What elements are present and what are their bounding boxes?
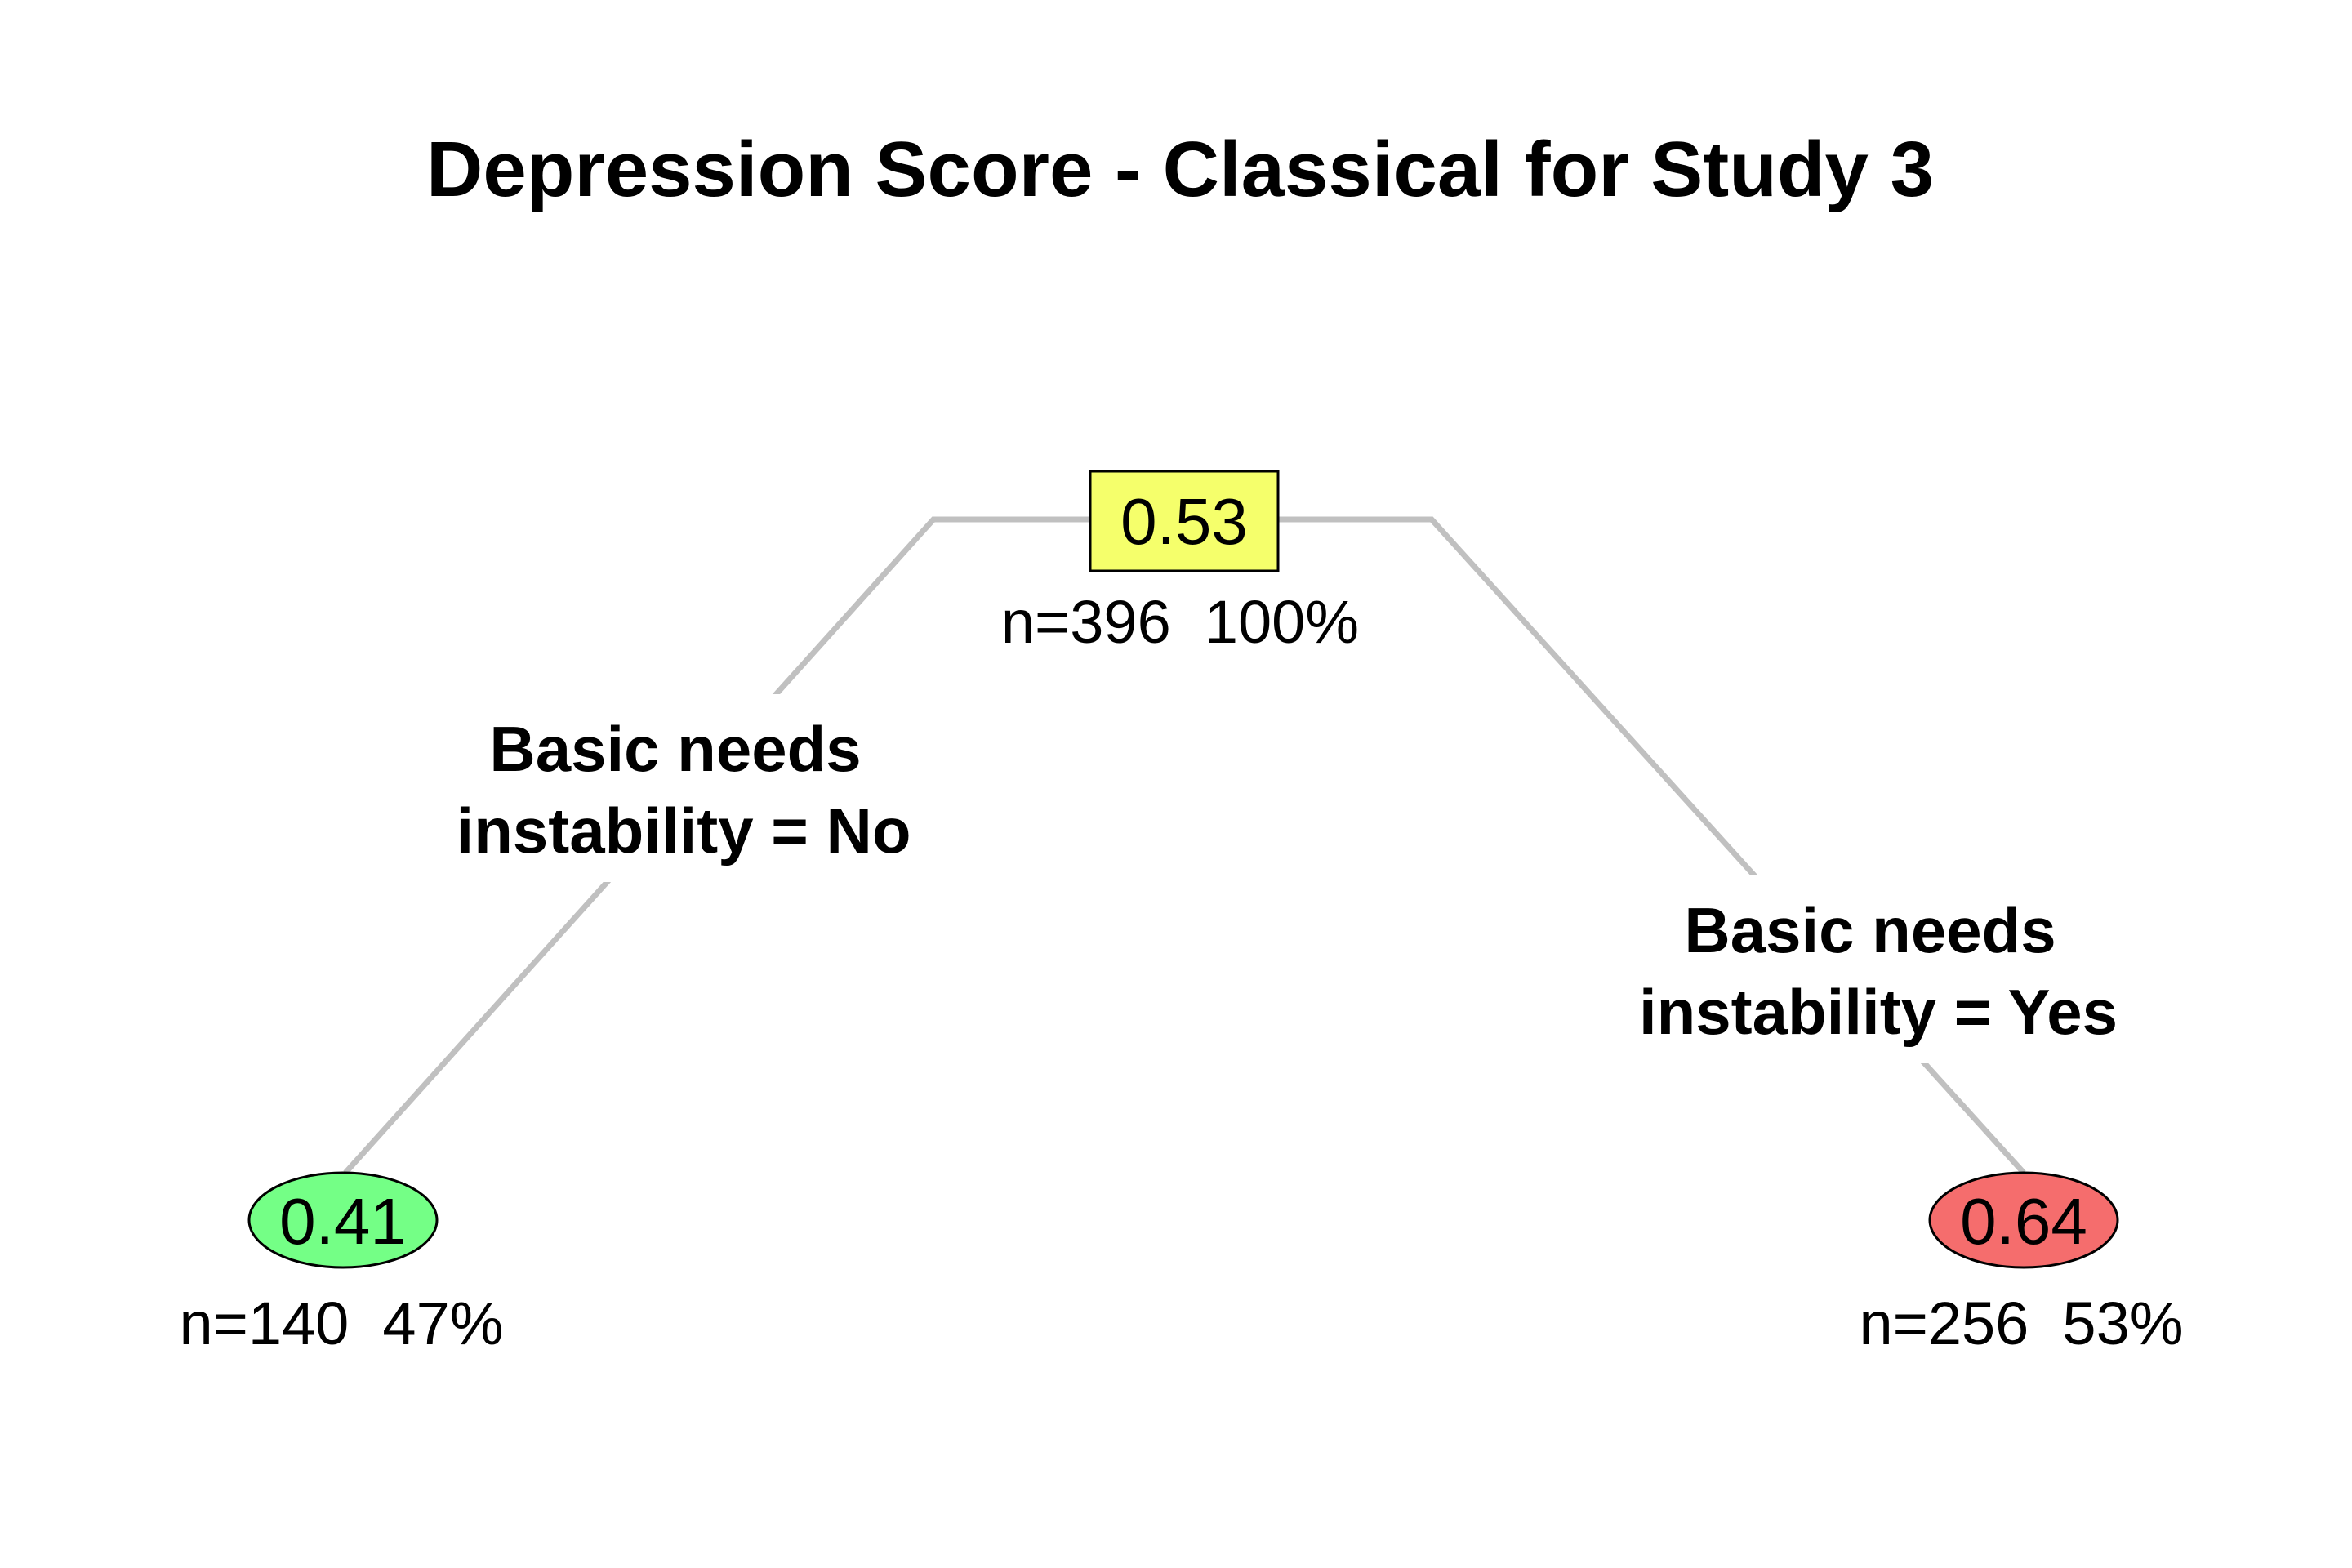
right-branch-edge — [1278, 516, 2026, 1175]
left-branch-edge — [343, 516, 1090, 1175]
right-split-label-line1: Basic needs — [1684, 894, 2056, 966]
root-node-box — [1089, 470, 1280, 572]
right-leaf-value: 0.64 — [1960, 1185, 2087, 1258]
right-leaf-count: n=256 53% — [1859, 1290, 2183, 1357]
left-split-label-line2: instability = No — [457, 795, 911, 866]
diagram-title: Depression Score - Classical for Study 3 — [426, 126, 1934, 213]
right-leaf-ellipse — [1928, 1171, 2119, 1269]
root-node-value: 0.53 — [1120, 485, 1248, 558]
root-node-count: n=396 100% — [1001, 588, 1359, 656]
left-split-label-line1: Basic needs — [489, 713, 861, 785]
right-split-label-line2: instability = Yes — [1639, 976, 2118, 1048]
left-leaf-value: 0.41 — [279, 1185, 407, 1258]
left-split-label-background — [425, 694, 947, 882]
left-split-label: Basic needs instability = No — [457, 713, 911, 866]
right-split-label-background — [1613, 875, 2168, 1063]
left-leaf-ellipse — [247, 1171, 439, 1269]
root-node: 0.53 n=396 100% — [1001, 470, 1359, 656]
left-leaf-node: 0.41 n=140 47% — [179, 1171, 504, 1357]
left-leaf-count: n=140 47% — [179, 1290, 503, 1357]
right-leaf-node: 0.64 n=256 53% — [1859, 1171, 2184, 1357]
right-split-label: Basic needs instability = Yes — [1639, 894, 2118, 1048]
